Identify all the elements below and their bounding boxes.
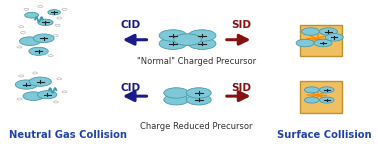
Circle shape xyxy=(159,30,187,41)
Text: Surface Collision: Surface Collision xyxy=(277,130,372,140)
Circle shape xyxy=(53,101,58,103)
Circle shape xyxy=(188,38,216,49)
Circle shape xyxy=(33,34,54,43)
Circle shape xyxy=(304,87,319,93)
Circle shape xyxy=(20,37,40,46)
Text: Charge Reduced Precursor: Charge Reduced Precursor xyxy=(140,122,253,131)
Circle shape xyxy=(20,32,25,34)
Circle shape xyxy=(164,88,189,98)
Circle shape xyxy=(325,34,343,41)
Circle shape xyxy=(37,91,57,99)
Text: Neutral Gas Collision: Neutral Gas Collision xyxy=(9,130,127,140)
Circle shape xyxy=(29,77,51,86)
Circle shape xyxy=(15,80,37,89)
Circle shape xyxy=(164,94,189,105)
Circle shape xyxy=(186,88,211,98)
Circle shape xyxy=(57,17,62,19)
Circle shape xyxy=(48,10,60,15)
Circle shape xyxy=(19,26,24,28)
Circle shape xyxy=(25,12,39,18)
Circle shape xyxy=(319,28,338,35)
Circle shape xyxy=(38,5,43,7)
Text: SID: SID xyxy=(231,20,251,30)
Text: CID: CID xyxy=(120,20,140,30)
Circle shape xyxy=(159,38,187,49)
FancyBboxPatch shape xyxy=(300,81,342,113)
Circle shape xyxy=(53,34,58,36)
Circle shape xyxy=(17,46,22,48)
Circle shape xyxy=(55,24,60,26)
Circle shape xyxy=(62,8,67,10)
Circle shape xyxy=(57,78,62,80)
Circle shape xyxy=(48,55,53,57)
Text: SID: SID xyxy=(231,82,251,93)
Circle shape xyxy=(23,92,44,100)
Circle shape xyxy=(186,94,211,105)
Circle shape xyxy=(29,47,48,55)
Circle shape xyxy=(174,34,201,45)
FancyBboxPatch shape xyxy=(300,25,342,56)
Circle shape xyxy=(38,19,53,26)
Circle shape xyxy=(19,75,24,77)
Circle shape xyxy=(304,97,319,103)
Circle shape xyxy=(188,30,216,41)
Circle shape xyxy=(314,39,332,47)
Text: CID: CID xyxy=(120,82,140,93)
Circle shape xyxy=(17,98,22,100)
Circle shape xyxy=(33,72,37,74)
Text: "Normal" Charged Precursor: "Normal" Charged Precursor xyxy=(136,58,256,66)
Circle shape xyxy=(24,8,29,10)
Circle shape xyxy=(296,39,314,47)
Circle shape xyxy=(302,28,319,35)
Circle shape xyxy=(319,97,334,103)
Circle shape xyxy=(62,91,67,93)
Circle shape xyxy=(319,87,334,93)
